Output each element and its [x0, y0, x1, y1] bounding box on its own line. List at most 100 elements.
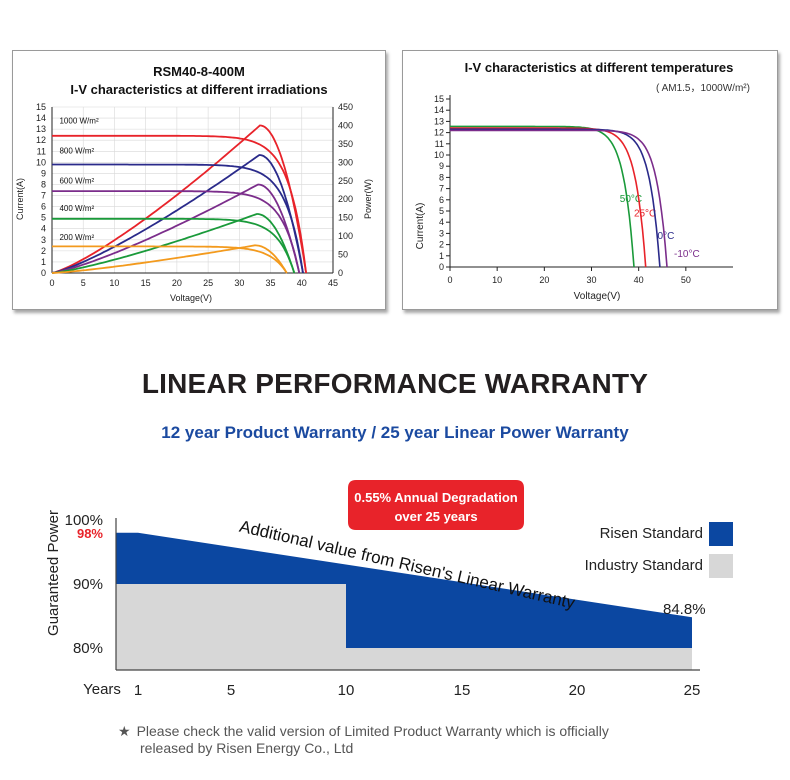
- irr-y-right-tick-label: 450: [338, 102, 353, 112]
- irr-y-tick-label: 5: [41, 213, 46, 223]
- temperature-chart-panel: I-V characteristics at different tempera…: [402, 50, 778, 310]
- warranty-x-tick-label: 25: [684, 682, 701, 699]
- warranty-x-tick-label: 1: [134, 682, 142, 699]
- temp-iv-curve-0-c: [450, 128, 661, 268]
- irr-y-tick-label: 10: [36, 157, 46, 167]
- temp-x-tick-label: 0: [447, 275, 452, 285]
- irr-power-curve-600-w-m: [51, 183, 301, 274]
- warranty-chart: 100%90%80%98%1 5 10 15 20 25 Guaranteed Power…: [45, 480, 733, 699]
- main-title: LINEAR PERFORMANCE WARRANTY: [141, 368, 649, 399]
- irr-x-tick-label: 5: [81, 278, 86, 288]
- irr-x-axis-label: Voltage(V): [170, 293, 212, 303]
- irr-iv-curve-600-w-m: [52, 190, 301, 274]
- irr-power-curve-200-w-m: [51, 244, 288, 274]
- irr-y-right-tick-label: 350: [338, 139, 353, 149]
- irr-y-tick-label: 12: [36, 135, 46, 145]
- irr-chart-title: RSM40-8-400M: [153, 64, 245, 79]
- temp-y-tick-label: 8: [439, 172, 444, 182]
- irradiation-chart: RSM40-8-400M I-V characteristics at diff…: [15, 64, 373, 303]
- footnote-line2: released by Risen Energy Co., Ltd: [140, 740, 354, 756]
- irr-y-tick-label: 0: [41, 268, 46, 278]
- warranty-x-tick-label: 15: [454, 682, 471, 699]
- irr-x-tick-label: 15: [141, 278, 151, 288]
- temp-y-tick-label: 1: [439, 251, 444, 261]
- warranty-y-tick-label: 80%: [73, 640, 103, 657]
- irr-y-tick-label: 2: [41, 246, 46, 256]
- temp-y-tick-label: 6: [439, 195, 444, 205]
- temp-chart-note: ( AM1.5，1000W/m²): [656, 83, 750, 94]
- irr-y-right-tick-label: 150: [338, 213, 353, 223]
- irr-x-tick-label: 45: [328, 278, 338, 288]
- temp-y-axis-label: Current(A): [415, 203, 426, 250]
- temp-y-tick-label: 7: [439, 184, 444, 194]
- irr-iv-curve-1000-w-m: [52, 134, 307, 274]
- irr-power-curve-400-w-m: [51, 213, 296, 274]
- irr-chart-subtitle: I-V characteristics at different irradia…: [70, 82, 327, 97]
- irr-y-right-tick-label: 250: [338, 176, 353, 186]
- temp-y-tick-label: 2: [439, 240, 444, 250]
- temp-chart-title: I-V characteristics at different tempera…: [465, 60, 734, 75]
- irr-y-right-tick-label: 50: [338, 250, 348, 260]
- temp-y-tick-label: 12: [434, 128, 444, 138]
- temp-series-label: 50°C: [620, 194, 642, 205]
- temp-x-tick-label: 30: [586, 275, 596, 285]
- star-icon: ★: [118, 723, 131, 739]
- irr-y-tick-label: 15: [36, 102, 46, 112]
- irr-y-tick-label: 8: [41, 179, 46, 189]
- warranty-y-tick-label: 100%: [65, 512, 103, 529]
- irr-y-tick-label: 3: [41, 235, 46, 245]
- irr-y-tick-label: 14: [36, 113, 46, 123]
- irr-y-tick-label: 9: [41, 168, 46, 178]
- irr-x-tick-label: 10: [109, 278, 119, 288]
- irr-series-label: 600 W/m²: [59, 176, 94, 185]
- temp-series-label: -10°C: [674, 249, 700, 260]
- irr-x-tick-label: 25: [203, 278, 213, 288]
- irr-series-label: 200 W/m²: [59, 233, 94, 242]
- warranty-x-tick-label: 5: [227, 682, 235, 699]
- irr-y-right-tick-label: 100: [338, 231, 353, 241]
- legend-risen-label: Risen Standard: [600, 525, 703, 542]
- irr-y-right-tick-label: 300: [338, 157, 353, 167]
- irr-y-tick-label: 11: [37, 146, 46, 156]
- irr-y-right-tick-label: 200: [338, 194, 353, 204]
- irr-y-tick-label: 6: [41, 202, 46, 212]
- irr-y-axis-label: Current(A): [15, 178, 25, 220]
- subtitle: 12 year Product Warranty / 25 year Linea…: [161, 423, 629, 442]
- legend-risen-swatch: [709, 522, 733, 546]
- temperature-chart: I-V characteristics at different tempera…: [415, 60, 750, 302]
- irr-iv-curve-800-w-m: [52, 163, 304, 274]
- irr-y-right-tick-label: 400: [338, 120, 353, 130]
- warranty-y-axis-label: Guaranteed Power: [45, 510, 62, 636]
- warranty-x-axis-label: Years: [83, 681, 121, 698]
- irr-series-label: 400 W/m²: [59, 204, 94, 213]
- callout-box: [348, 480, 524, 530]
- temp-series-label: 0°C: [658, 231, 675, 242]
- temp-x-tick-label: 20: [539, 275, 549, 285]
- temp-iv-curve-50-c: [450, 125, 635, 268]
- irr-y-tick-label: 4: [41, 224, 46, 234]
- temp-y-tick-label: 14: [434, 105, 444, 115]
- temp-y-tick-label: 11: [435, 139, 444, 149]
- irradiation-chart-panel: RSM40-8-400M I-V characteristics at diff…: [12, 50, 386, 310]
- degradation-callout: 0.55% Annual Degradation over 25 years: [348, 480, 524, 530]
- temp-y-tick-label: 15: [434, 94, 444, 104]
- legend: Risen Standard Industry Standard: [585, 522, 733, 578]
- temp-y-tick-label: 4: [439, 217, 444, 227]
- warranty-highlight-tick-label: 98%: [77, 526, 103, 541]
- irr-x-tick-label: 0: [49, 278, 54, 288]
- legend-industry-label: Industry Standard: [585, 557, 703, 574]
- temp-x-tick-label: 40: [634, 275, 644, 285]
- footnote: ★ Please check the valid version of Limit…: [118, 723, 758, 757]
- warranty-x-tick-label: 20: [569, 682, 586, 699]
- temp-y-tick-label: 3: [439, 228, 444, 238]
- temp-y-tick-label: 13: [434, 116, 444, 126]
- temp-iv-curve-25-c: [450, 127, 647, 268]
- irr-y-right-tick-label: 0: [338, 268, 343, 278]
- irr-x-tick-label: 35: [266, 278, 276, 288]
- irr-y-right-axis-label: Power(W): [363, 179, 373, 219]
- irr-x-tick-label: 40: [297, 278, 307, 288]
- footnote-line1: Please check the valid version of Limite…: [136, 723, 609, 739]
- callout-line1: 0.55% Annual Degradation: [354, 490, 518, 505]
- callout-line2: over 25 years: [394, 509, 477, 524]
- irr-series-label: 1000 W/m²: [59, 117, 98, 126]
